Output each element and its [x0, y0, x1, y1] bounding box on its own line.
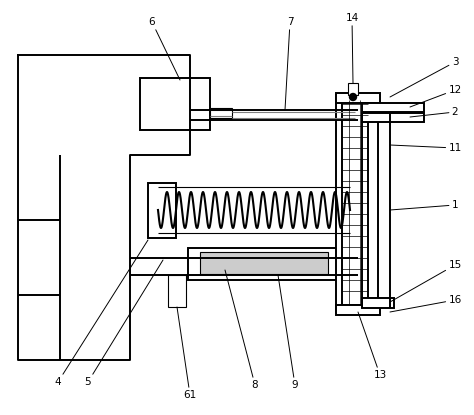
Bar — [348, 83, 358, 95]
Text: 2: 2 — [410, 107, 458, 117]
Bar — [210, 108, 232, 118]
Bar — [188, 248, 340, 280]
Bar — [140, 78, 210, 130]
Text: 7: 7 — [285, 17, 293, 110]
Text: 13: 13 — [358, 312, 387, 380]
Text: 15: 15 — [390, 260, 462, 302]
Bar — [200, 252, 328, 274]
Text: 12: 12 — [410, 85, 462, 107]
Bar — [168, 275, 186, 307]
Circle shape — [349, 93, 356, 100]
Bar — [342, 100, 368, 305]
Text: 5: 5 — [85, 260, 163, 387]
Text: 8: 8 — [225, 270, 258, 390]
Text: 61: 61 — [177, 307, 197, 400]
Bar — [336, 93, 380, 103]
Bar — [362, 113, 424, 122]
Text: 16: 16 — [390, 295, 462, 312]
Text: 3: 3 — [390, 57, 458, 97]
Text: 1: 1 — [390, 200, 458, 210]
Bar — [362, 298, 394, 308]
Text: 11: 11 — [390, 143, 462, 153]
Bar — [148, 183, 176, 238]
Bar — [336, 305, 380, 315]
Text: 9: 9 — [278, 275, 298, 390]
Text: 4: 4 — [55, 240, 148, 387]
Text: 6: 6 — [149, 17, 180, 80]
Bar — [362, 103, 424, 112]
Bar — [336, 95, 378, 312]
Text: 14: 14 — [346, 13, 359, 83]
